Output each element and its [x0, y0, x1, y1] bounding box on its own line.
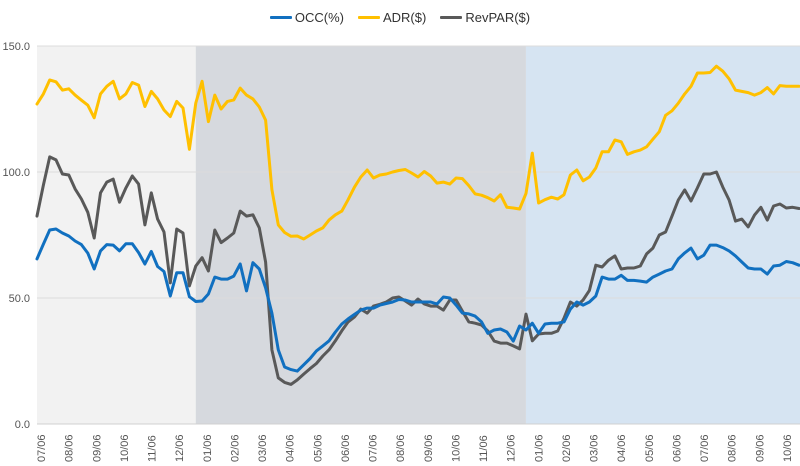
x-tick-label: 02/06 — [561, 434, 573, 462]
legend-swatch-revpar — [440, 16, 463, 19]
x-tick-label: 08/06 — [64, 434, 76, 462]
y-tick-label: 0.0 — [15, 419, 30, 431]
x-tick-label: 03/06 — [257, 434, 269, 462]
x-tick-label: 05/06 — [312, 434, 324, 462]
legend-item-revpar[interactable]: RevPAR($) — [440, 10, 530, 25]
x-tick-label: 08/06 — [727, 434, 739, 462]
shaded-period — [195, 46, 526, 424]
series-line-adr — [35, 64, 800, 241]
x-tick-label: 07/06 — [368, 434, 380, 462]
series-lines — [35, 64, 800, 386]
x-tick-label: 11/06 — [478, 435, 490, 462]
x-tick-label: 11/06 — [147, 435, 159, 462]
legend-swatch-occ — [269, 16, 292, 19]
x-tick-label: 05/06 — [644, 434, 656, 462]
y-tick-label: 150.0 — [2, 41, 30, 53]
y-tick-label: 50.0 — [9, 293, 30, 305]
x-tick-label: 10/06 — [450, 434, 462, 462]
x-tick-label: 12/06 — [174, 434, 186, 462]
x-tick-label: 03/06 — [589, 434, 601, 462]
x-tick-label: 07/06 — [699, 434, 711, 462]
shaded-periods — [37, 46, 800, 424]
y-axis-ticks: 0.0 50.0 100.0 150.0 — [2, 41, 30, 431]
x-tick-label: 09/06 — [423, 434, 435, 462]
legend-item-occ[interactable]: OCC(%) — [269, 10, 344, 25]
legend-label-revpar: RevPAR($) — [465, 10, 531, 25]
x-tick-label: 09/06 — [91, 434, 103, 462]
legend-item-adr[interactable]: ADR($) — [357, 10, 427, 25]
x-tick-label: 06/06 — [671, 434, 683, 462]
x-tick-label: 01/06 — [533, 434, 545, 462]
series-line-occ — [35, 227, 800, 373]
y-tick-label: 100.0 — [2, 167, 30, 179]
x-tick-label: 09/06 — [754, 434, 766, 462]
x-tick-label: 01/06 — [202, 434, 214, 462]
x-tick-label: 10/06 — [782, 434, 794, 462]
shaded-period — [37, 46, 196, 424]
chart-legend: OCC(%) ADR($) RevPAR($) — [0, 10, 800, 25]
x-tick-label: 12/06 — [506, 434, 518, 462]
gridlines — [37, 45, 800, 425]
x-tick-label: 04/06 — [285, 434, 297, 462]
legend-label-adr: ADR($) — [382, 10, 427, 25]
legend-swatch-adr — [357, 16, 380, 19]
x-tick-label: 10/06 — [119, 434, 131, 462]
x-tick-label: 08/06 — [395, 434, 407, 462]
series-line-revpar — [35, 155, 800, 386]
x-tick-label: 07/06 — [36, 434, 48, 462]
shaded-period — [525, 46, 800, 424]
x-tick-label: 06/06 — [340, 434, 352, 462]
x-axis-ticks: 07/06 08/06 09/06 10/06 11/06 12/06 01/06 02/06… — [36, 434, 794, 462]
x-tick-label: 04/06 — [616, 434, 628, 462]
x-tick-label: 02/06 — [229, 434, 241, 462]
legend-label-occ: OCC(%) — [294, 10, 344, 25]
